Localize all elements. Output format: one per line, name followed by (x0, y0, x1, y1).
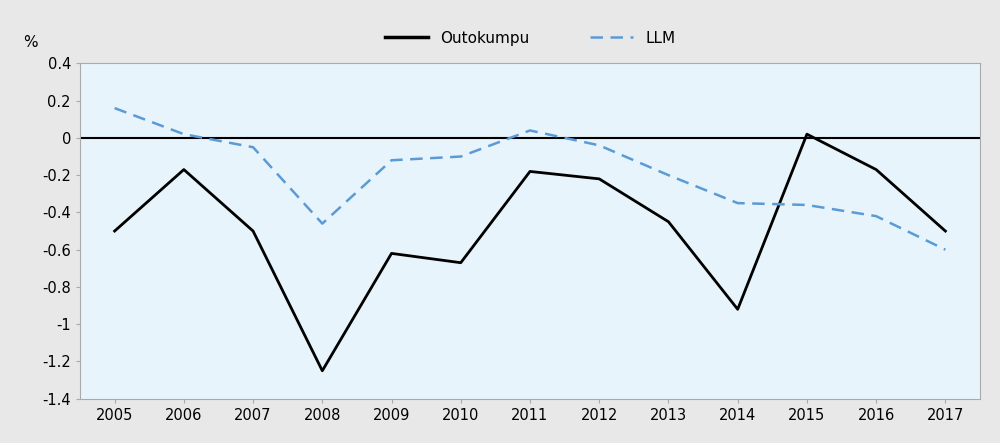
Legend: Outokumpu, LLM: Outokumpu, LLM (379, 25, 681, 52)
Y-axis label: %: % (23, 35, 38, 50)
